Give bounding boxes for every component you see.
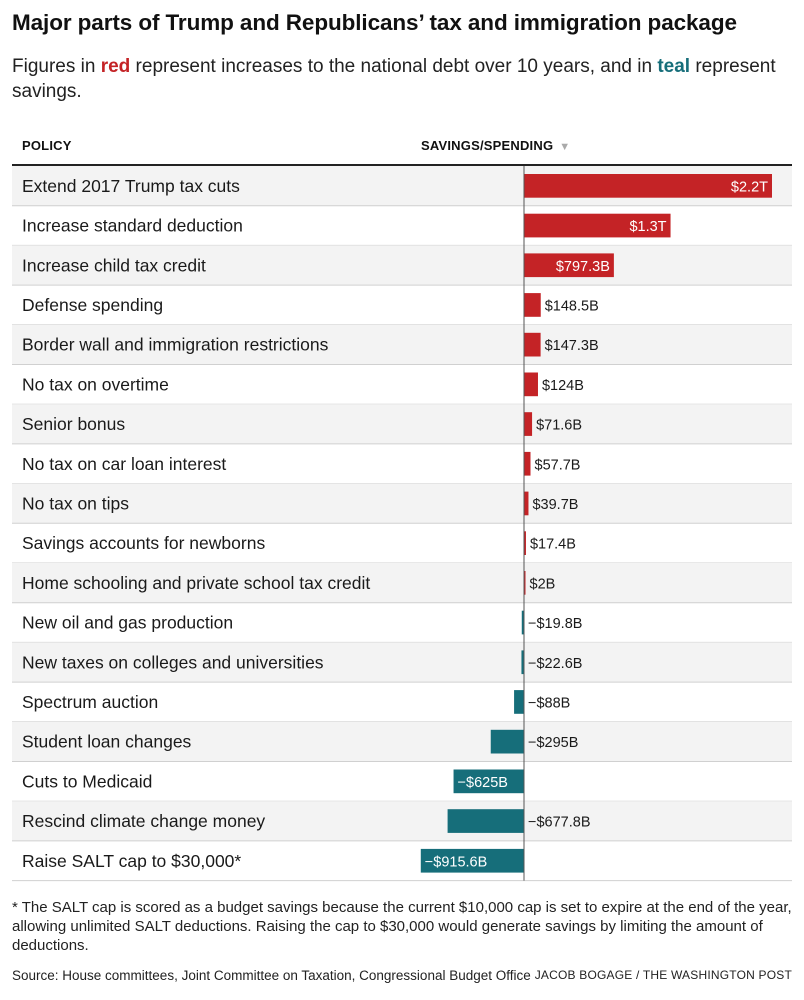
value-label: $2.2T: [731, 179, 768, 195]
table-row: No tax on car loan interest $57.7B: [12, 451, 792, 485]
policy-label: Defense spending: [22, 295, 163, 315]
value-label: −$22.6B: [528, 656, 582, 672]
row-background: [12, 721, 792, 762]
policy-label: Senior bonus: [22, 414, 125, 434]
savings-bar: [420, 848, 524, 873]
table-row: Student loan changes −$295B: [12, 721, 792, 762]
subtitle-red-word: red: [100, 56, 131, 77]
value-label: $124B: [542, 378, 584, 394]
value-label: −$625B: [458, 775, 508, 791]
value-label: $2B: [530, 576, 556, 592]
value-label: −$677.8B: [528, 815, 591, 831]
header-rule: [12, 164, 792, 166]
policy-label: Increase child tax credit: [22, 255, 206, 275]
increase-bar: [524, 571, 526, 595]
chart-subtitle: Figures in red represent increases to th…: [12, 54, 782, 104]
table-row: Extend 2017 Trump tax cuts $2.2T: [12, 166, 792, 207]
chart-title: Major parts of Trump and Republicans’ ta…: [12, 10, 737, 35]
row-background: [12, 324, 792, 365]
savings-bar: [447, 809, 524, 833]
table-row: New taxes on colleges and universities −$…: [12, 642, 792, 683]
policy-label: New oil and gas production: [22, 613, 233, 633]
credit-line: JACOB BOGAGE / THE WASHINGTON POST: [534, 968, 792, 982]
table-row: No tax on overtime $124B: [12, 372, 792, 405]
table-row: Savings accounts for newborns $17.4B: [12, 531, 792, 564]
column-header-amount-label: SAVINGS/SPENDING: [421, 138, 554, 153]
table-row: Defense spending $148.5B: [12, 293, 792, 326]
table-row: Increase standard deduction $1.3T: [12, 213, 792, 246]
table-row: Border wall and immigration restrictions…: [12, 324, 792, 365]
value-label: $39.7B: [532, 497, 578, 513]
value-label: $1.3T: [629, 219, 666, 235]
policy-label: Spectrum auction: [22, 692, 158, 712]
row-background: [12, 563, 792, 603]
table-row: Raise SALT cap to $30,000* −$915.6B: [12, 848, 792, 882]
subtitle-text-3: represent savings.: [12, 56, 776, 102]
value-label: $17.4B: [530, 537, 576, 553]
table-row: No tax on tips $39.7B: [12, 483, 792, 524]
increase-bar: [524, 531, 526, 555]
subtitle-text-1: Figures in: [12, 56, 101, 77]
policy-label: No tax on overtime: [22, 374, 169, 394]
policy-label: Student loan changes: [22, 732, 192, 752]
subtitle-text-2: represent increases to the national debt…: [130, 56, 658, 77]
increase-bar: [524, 451, 531, 476]
savings-bar: [490, 729, 524, 754]
increase-bar: [524, 412, 533, 436]
policy-label: No tax on tips: [22, 493, 129, 513]
table-row: Increase child tax credit $797.3B: [12, 245, 792, 286]
table-row: Senior bonus $71.6B: [12, 404, 792, 445]
value-label: $147.3B: [545, 338, 599, 354]
value-label: −$19.8B: [528, 616, 582, 632]
value-label: $57.7B: [535, 457, 581, 473]
row-background: [12, 404, 792, 444]
increase-bar: [524, 372, 538, 397]
value-label: $797.3B: [556, 259, 610, 275]
value-label: $71.6B: [536, 418, 582, 434]
policy-label: Border wall and immigration restrictions: [22, 335, 329, 355]
policy-label: Extend 2017 Trump tax cuts: [22, 176, 240, 196]
policy-label: Cuts to Medicaid: [22, 771, 152, 791]
table-row: Home schooling and private school tax cr…: [12, 563, 792, 604]
subtitle-teal-word: teal: [657, 56, 691, 77]
savings-bar: [514, 690, 524, 714]
value-label: −$915.6B: [425, 854, 488, 870]
row-background: [12, 483, 792, 524]
policy-label: Increase standard deduction: [22, 216, 243, 236]
policy-label: No tax on car loan interest: [22, 454, 226, 474]
increase-bar: [524, 174, 772, 198]
savings-bar: [521, 650, 524, 675]
column-header-amount[interactable]: SAVINGS/SPENDING ▼: [421, 138, 570, 153]
increase-bar: [524, 213, 671, 238]
value-label: −$295B: [528, 735, 578, 751]
table-row: Cuts to Medicaid −$625B: [12, 769, 792, 802]
table-row: Rescind climate change money −$677.8B: [12, 801, 792, 842]
source-line: Source: House committees, Joint Committe…: [12, 968, 531, 983]
row-background: [12, 642, 792, 683]
sort-down-icon[interactable]: ▼: [559, 141, 571, 153]
table-row: New oil and gas production −$19.8B: [12, 610, 792, 643]
increase-bar: [524, 332, 541, 357]
policy-label: Raise SALT cap to $30,000*: [22, 851, 241, 871]
row-background: [12, 245, 792, 286]
increase-bar: [524, 491, 529, 516]
policy-label: Rescind climate change money: [22, 811, 265, 831]
bar-chart: Extend 2017 Trump tax cuts $2.2T Increase …: [12, 166, 792, 882]
increase-bar: [524, 293, 541, 317]
row-background: [12, 801, 792, 841]
table-row: Spectrum auction −$88B: [12, 690, 792, 723]
value-label: −$88B: [528, 695, 570, 711]
savings-bar: [521, 610, 524, 635]
footnote: * The SALT cap is scored as a budget sav…: [12, 899, 792, 954]
savings-bar: [453, 769, 524, 794]
policy-label: Home schooling and private school tax cr…: [22, 573, 370, 593]
policy-label: Savings accounts for newborns: [22, 533, 265, 553]
increase-bar: [524, 253, 614, 278]
policy-label: New taxes on colleges and universities: [22, 652, 324, 672]
value-label: $148.5B: [545, 298, 599, 314]
column-header-policy: POLICY: [22, 138, 72, 153]
